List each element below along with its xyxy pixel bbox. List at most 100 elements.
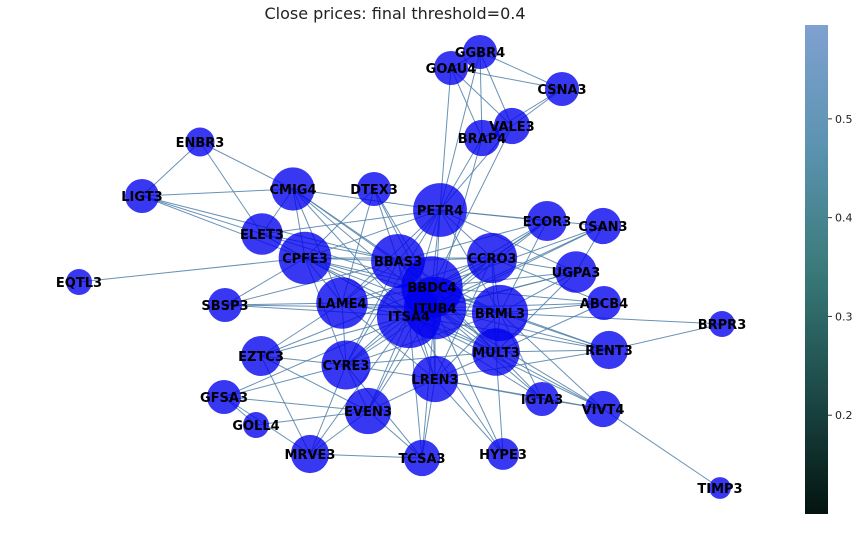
colorbar-tick-label: 0.2 (835, 409, 853, 422)
edge-LIGT3-ELET3 (141, 195, 263, 235)
edge-VIVT4-TIMP3 (602, 408, 721, 489)
edge-VIVT4-LREN3 (434, 378, 604, 410)
node-label-itsa4: ITSA4 (388, 310, 430, 325)
node-ugpa3 (555, 251, 597, 293)
node-label-eztc3: EZTC3 (238, 350, 284, 365)
colorbar: 0.2 0.3 0.4 0.5 (805, 25, 853, 514)
node-label-eqtl3: EQTL3 (56, 276, 102, 291)
node-sbsp3 (208, 288, 242, 322)
node-label-ugpa3: UGPA3 (552, 266, 601, 281)
node-goau4 (434, 51, 468, 85)
node-label-ligt3: LIGT3 (121, 190, 162, 205)
node-cpfe3 (278, 231, 332, 285)
edge-GGBR4-PETR4 (439, 51, 481, 211)
edge-LIGT3-CMIG4 (141, 188, 294, 197)
node-petr4 (413, 183, 467, 237)
node-label-sbsp3: SBSP3 (201, 299, 248, 314)
node-label-gfsa3: GFSA3 (200, 391, 248, 406)
node-label-brap4: BRAP4 (458, 132, 507, 147)
edge-RENT3-BRPR3 (608, 323, 723, 351)
node-label-abcb4: ABCB4 (580, 297, 628, 312)
node-timp3 (709, 477, 731, 499)
node-label-petr4: PETR4 (417, 204, 463, 219)
node-label-brml3: BRML3 (475, 307, 525, 322)
node-itsa4 (376, 283, 442, 349)
node-label-hype3: HYPE3 (479, 448, 527, 463)
node-ecor3 (527, 201, 567, 241)
node-label-vivt4: VIVT4 (582, 403, 625, 418)
edge-GOAU4-CSNA3 (450, 67, 563, 90)
node-layer (66, 35, 735, 499)
node-label-goll4: GOLL4 (232, 419, 279, 434)
node-cyre3 (321, 340, 371, 390)
node-label-bbdc4: BBDC4 (407, 281, 456, 296)
node-csan3 (584, 207, 622, 245)
node-label-ccro3: CCRO3 (467, 252, 516, 267)
node-lren3 (411, 355, 459, 403)
node-even3 (344, 387, 392, 435)
node-ccro3 (466, 232, 518, 284)
node-label-bbas3: BBAS3 (374, 255, 422, 270)
node-label-rent3: RENT3 (585, 344, 633, 359)
chart-title: Close prices: final threshold=0.4 (264, 4, 526, 23)
node-label-cmig4: CMIG4 (269, 183, 316, 198)
node-label-csan3: CSAN3 (578, 220, 627, 235)
node-hype3 (487, 438, 519, 470)
colorbar-tick-label: 0.4 (835, 212, 853, 225)
node-label-brpr3: BRPR3 (698, 318, 747, 333)
node-label-ecor3: ECOR3 (523, 215, 572, 230)
node-mult3 (472, 328, 520, 376)
node-label-lren3: LREN3 (411, 373, 458, 388)
node-vale3 (493, 107, 531, 145)
node-label-igta3: IGTA3 (521, 393, 563, 408)
colorbar-tick-label: 0.5 (835, 113, 853, 126)
node-tcsa3 (403, 439, 441, 477)
colorbar-tick-label: 0.3 (835, 310, 853, 323)
node-mrve3 (290, 434, 330, 474)
node-label-mrve3: MRVE3 (285, 448, 336, 463)
node-ligt3 (125, 179, 159, 213)
node-label-dtex3: DTEX3 (350, 183, 398, 198)
node-label-timp3: TIMP3 (697, 482, 742, 497)
edge-GFSA3-EVEN3 (223, 396, 369, 412)
edge-CPFE3-EQTL3 (78, 257, 306, 283)
edge-BRML3-BRPR3 (499, 312, 723, 325)
edge-ITSA4-GFSA3 (223, 315, 410, 398)
node-gfsa3 (207, 380, 241, 414)
node-lame4 (316, 277, 368, 329)
node-igta3 (525, 382, 559, 416)
node-vivt4 (584, 390, 622, 428)
node-label-vale3: VALE3 (489, 120, 534, 135)
edge-RENT3-LREN3 (434, 349, 610, 380)
node-label-cyre3: CYRE3 (323, 359, 370, 374)
node-brml3 (471, 284, 529, 342)
node-ggbr4 (463, 35, 497, 69)
node-csna3 (545, 72, 579, 106)
node-brpr3 (709, 311, 735, 337)
node-label-ggbr4: GGBR4 (455, 46, 505, 61)
edge-CYRE3-MULT3 (345, 351, 497, 366)
edge-PETR4-CSAN3 (439, 209, 604, 227)
node-label-enbr3: ENBR3 (176, 136, 225, 151)
node-brap4 (463, 119, 501, 157)
node-label-even3: EVEN3 (344, 405, 392, 420)
node-label-cpfe3: CPFE3 (282, 252, 328, 267)
node-enbr3 (185, 127, 215, 157)
node-eztc3 (241, 336, 281, 376)
node-label-elet3: ELET3 (240, 228, 284, 243)
node-dtex3 (357, 172, 391, 206)
node-label-mult3: MULT3 (472, 346, 520, 361)
edge-PETR4-ELET3 (261, 209, 441, 235)
node-label-csna3: CSNA3 (537, 83, 586, 98)
node-rent3 (589, 330, 629, 370)
node-elet3 (241, 213, 283, 255)
colorbar-scale (805, 25, 828, 514)
node-label-goau4: GOAU4 (426, 62, 477, 77)
node-label-lame4: LAME4 (317, 297, 366, 312)
node-goll4 (243, 412, 269, 438)
node-abcb4 (587, 286, 621, 320)
node-cmig4 (271, 167, 315, 211)
node-eqtl3 (66, 269, 92, 295)
